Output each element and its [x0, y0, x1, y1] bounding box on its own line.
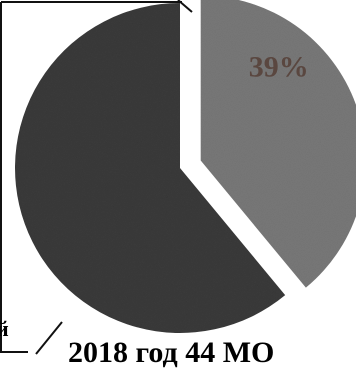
pie-slice-1 [200, 0, 356, 288]
frame-border [0, 2, 28, 353]
left-edge-text-fragment: й [0, 316, 9, 341]
chart-caption: 2018 год 44 МО [68, 336, 274, 368]
slice-label-1: 39% [249, 51, 309, 84]
leader-line-top [177, 0, 193, 13]
pie-slice-2 [14, 3, 286, 333]
pie-slices: 39% [14, 0, 356, 333]
leader-line-bottom [35, 321, 63, 355]
